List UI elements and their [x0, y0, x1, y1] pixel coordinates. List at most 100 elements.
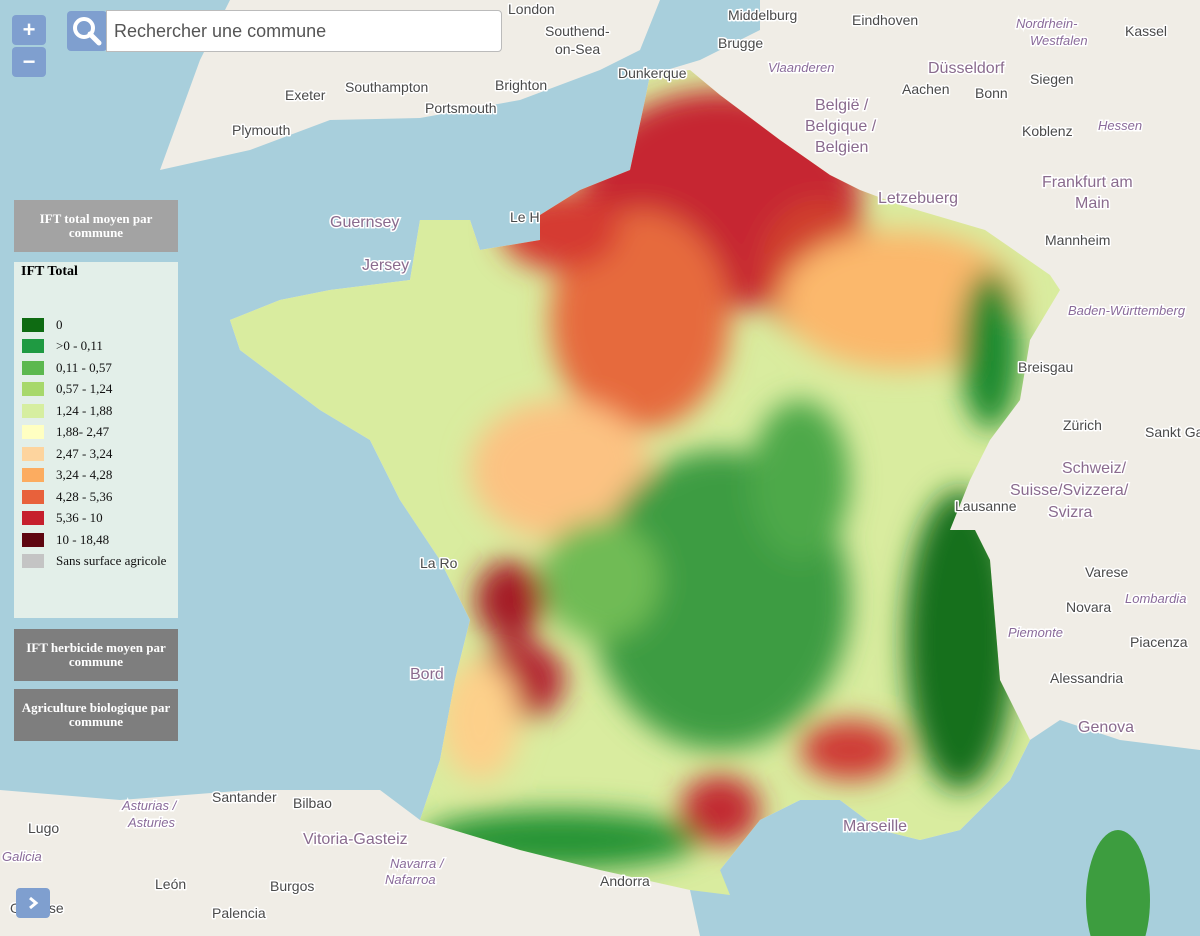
legend-label: >0 - 0,11 [56, 338, 103, 354]
place-label: Belgique / [805, 118, 877, 135]
sea [0, 0, 760, 820]
legend-swatch [22, 468, 44, 483]
legend-label: 10 - 18,48 [56, 531, 110, 547]
place-label: Nafarroa [385, 872, 436, 887]
legend-item: 1,24 - 1,88 [14, 400, 178, 422]
legend-item: 10 - 18,48 [14, 529, 178, 551]
zoom-in[interactable]: + [12, 15, 46, 45]
legend-item: 3,24 - 4,28 [14, 465, 178, 487]
search-input[interactable]: Rechercher une commune [106, 10, 502, 52]
zoom-out[interactable]: − [12, 47, 46, 77]
place-label: Portsmouth [425, 100, 497, 116]
place-label: Southampton [345, 79, 428, 95]
legend-swatch [22, 382, 44, 397]
place-label: Aachen [902, 81, 949, 97]
layer-button[interactable]: IFT herbicide moyen par commune [14, 629, 178, 681]
legend-item: 1,88- 2,47 [14, 422, 178, 444]
legend-label: 3,24 - 4,28 [56, 467, 113, 483]
place-label: Exeter [285, 87, 326, 103]
legend-label: 0,11 - 0,57 [56, 359, 112, 375]
place-label: Siegen [1030, 71, 1074, 87]
place-label: Koblenz [1022, 123, 1073, 139]
place-label: Lombardia [1125, 591, 1186, 606]
place-label: Schweiz/ [1062, 460, 1127, 477]
place-label: Frankfurt am [1042, 174, 1133, 191]
place-label: Vlaanderen [768, 60, 835, 75]
place-label: Main [1075, 195, 1110, 212]
place-label: Burgos [270, 878, 314, 894]
place-label: Sankt Gall [1145, 424, 1200, 440]
place-label: Bord [410, 666, 444, 683]
legend-label: 5,36 - 10 [56, 510, 103, 526]
legend-item: >0 - 0,11 [14, 336, 178, 358]
legend-item: 2,47 - 3,24 [14, 443, 178, 465]
legend-label: 4,28 - 5,36 [56, 488, 113, 504]
place-label: Eindhoven [852, 12, 918, 28]
place-label: León [155, 876, 186, 892]
place-label: Plymouth [232, 122, 290, 138]
place-label: London [508, 1, 555, 17]
chevron [29, 896, 39, 910]
legend-item: 0,11 - 0,57 [14, 357, 178, 379]
place-label: Jersey [362, 257, 409, 274]
legend-swatch [22, 403, 44, 418]
place-label: Westfalen [1030, 33, 1088, 48]
place-label: Asturias / [121, 798, 178, 813]
search-icon [73, 17, 102, 46]
legend: IFT Total 0 >0 - 0,11 0,11 - 0,57 0,57 - 1,… [14, 262, 178, 618]
place-label: Alessandria [1050, 670, 1123, 686]
place-label: Brighton [495, 77, 547, 93]
legend-swatch [22, 446, 44, 461]
legend-item: 4,28 - 5,36 [14, 486, 178, 508]
place-label: Varese [1085, 564, 1129, 580]
place-label: Nordrhein- [1016, 16, 1078, 31]
place-label: Bonn [975, 85, 1008, 101]
place-label: Kassel [1125, 23, 1167, 39]
place-label: Andorra [600, 873, 650, 889]
place-label: Lausanne [955, 498, 1017, 514]
place-label: Baden-Württemberg [1068, 303, 1186, 318]
legend-label: 0 [56, 316, 63, 332]
legend-swatch [22, 339, 44, 354]
place-label: Marseille [843, 818, 907, 835]
layer-button[interactable]: Agriculture biologique par commune [14, 689, 178, 741]
place-label: Vitoria-Gasteiz [303, 831, 408, 848]
search-button[interactable] [67, 11, 107, 51]
place-label: België / [815, 97, 869, 114]
legend-label: 1,24 - 1,88 [56, 402, 113, 418]
place-label: Le H [510, 209, 540, 225]
place-label: Genova [1078, 719, 1134, 736]
place-label: Santander [212, 789, 277, 805]
place-label: Düsseldorf [928, 60, 1005, 77]
place-label: Mannheim [1045, 232, 1110, 248]
legend-item: Sans surface agricole [14, 551, 178, 573]
place-label: Middelburg [728, 7, 797, 23]
place-label: Navarra / [390, 856, 445, 871]
place-label: Asturies [127, 815, 175, 830]
place-label: Zürich [1063, 417, 1102, 433]
legend-label: 2,47 - 3,24 [56, 445, 113, 461]
legend-label: 0,57 - 1,24 [56, 381, 113, 397]
place-label: Dunkerque [618, 65, 687, 81]
place-label: Guernsey [330, 214, 399, 231]
place-label: Lugo [28, 820, 59, 836]
place-label: Novara [1066, 599, 1111, 615]
place-label: Suisse/Svizzera/ [1010, 482, 1129, 499]
place-label: Galicia [2, 849, 42, 864]
place-label: on-Sea [555, 41, 600, 57]
legend-swatch [22, 489, 44, 504]
place-label: Southend- [545, 23, 610, 39]
legend-swatch [22, 511, 44, 526]
panel-toggle[interactable] [16, 888, 50, 918]
place-label: La Ro [420, 555, 458, 571]
place-label: Letzebuerg [878, 190, 958, 207]
legend-swatch [22, 425, 44, 440]
place-label: Brugge [718, 35, 763, 51]
legend-swatch [22, 360, 44, 375]
place-label: Piacenza [1130, 634, 1188, 650]
legend-swatch [22, 554, 44, 569]
layer-button[interactable]: IFT total moyen par commune [14, 200, 178, 252]
sea [690, 720, 1200, 936]
legend-item: 5,36 - 10 [14, 508, 178, 530]
